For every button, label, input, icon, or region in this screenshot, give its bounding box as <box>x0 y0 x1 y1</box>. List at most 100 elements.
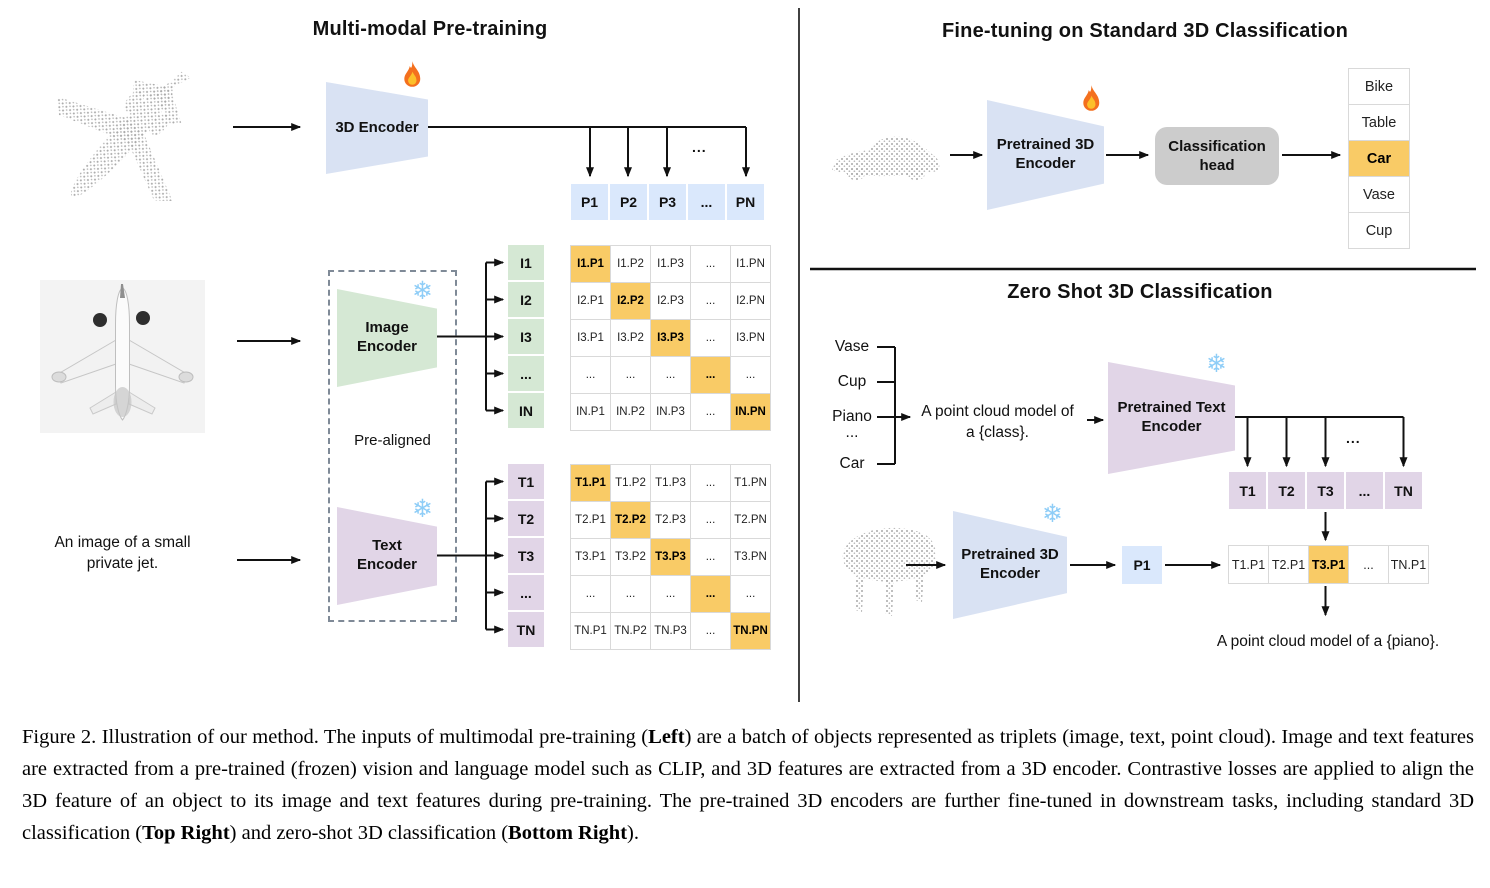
matrix-cell: T1.P1 <box>571 465 610 501</box>
matrix-cell: IN.PN <box>731 394 770 430</box>
figure-caption: Figure 2. Illustration of our method. Th… <box>22 726 1474 844</box>
left-panel-title: Multi-modal Pre-training <box>312 18 548 40</box>
p-branch-dots: ... <box>692 139 707 155</box>
image-feature-cell: I1 <box>508 245 544 280</box>
matrix-cell: TN.P2 <box>611 613 650 649</box>
zero-shot-title: Zero Shot 3D Classification <box>1007 281 1273 303</box>
snowflake-icon: ❄ <box>1206 350 1227 378</box>
matrix-cell: ... <box>571 576 610 612</box>
matrix-cell: ... <box>611 576 650 612</box>
jet-photo <box>40 280 205 433</box>
car-point-cloud <box>826 118 946 195</box>
result-cell: T3.P1 <box>1309 546 1348 583</box>
image-feature-cell: I3 <box>508 319 544 354</box>
matrix-cell: T3.P1 <box>571 539 610 575</box>
t-cell: ... <box>1346 472 1383 509</box>
matrix-cell: ... <box>571 357 610 393</box>
image-feature-cell: I2 <box>508 282 544 317</box>
text-feature-cell: T1 <box>508 464 544 499</box>
p-cell: P3 <box>649 184 686 220</box>
matrix-cell: TN.P3 <box>651 613 690 649</box>
class-cell: Cup <box>1349 213 1409 248</box>
text-point-similarity-matrix: T1.P1 T1.P2 T1.P3... T1.PN T2.P1 T2.P2 T2.P3..… <box>570 464 771 650</box>
pre-aligned-box <box>328 270 457 622</box>
t-cell: T1 <box>1229 472 1266 509</box>
matrix-cell: T3.P2 <box>611 539 650 575</box>
result-cell: T2.P1 <box>1269 546 1308 583</box>
image-feature-cell: ... <box>508 356 544 391</box>
text-feature-cell: T2 <box>508 501 544 536</box>
p-feature-row: P1 P2 P3... PN <box>571 184 764 220</box>
zs-class-car: Car <box>839 455 865 472</box>
matrix-cell: I1.PN <box>731 246 770 282</box>
matrix-cell: ... <box>691 394 730 430</box>
matrix-cell: ... <box>691 246 730 282</box>
p-cell: PN <box>727 184 764 220</box>
result-cell: TN.P1 <box>1389 546 1428 583</box>
snowflake-icon: ❄ <box>1042 500 1063 528</box>
matrix-cell: I3.P3 <box>651 320 690 356</box>
matrix-cell: T1.PN <box>731 465 770 501</box>
t-branch-dots: ... <box>1346 430 1361 446</box>
image-feature-cell: IN <box>508 393 544 428</box>
image-point-similarity-matrix: I1.P1 I1.P2 I1.P3... I1.PN I2.P1 I2.P2 I2.P3..… <box>570 245 771 431</box>
image-text-prompt: An image of a small private jet. <box>54 534 191 572</box>
text-feature-cell: T3 <box>508 538 544 573</box>
matrix-cell: I3.P1 <box>571 320 610 356</box>
pretrained-text-encoder: Pretrained Text Encoder <box>1108 362 1235 474</box>
fire-icon <box>1078 84 1105 120</box>
image-feature-column: I1 I2 I3... IN <box>508 245 544 428</box>
matrix-cell: T1.P3 <box>651 465 690 501</box>
matrix-cell: T2.PN <box>731 502 770 538</box>
result-cell: ... <box>1349 546 1388 583</box>
matrix-cell: ... <box>691 539 730 575</box>
matrix-cell: ... <box>691 576 730 612</box>
piano-point-cloud <box>836 520 946 625</box>
matrix-cell: I2.P1 <box>571 283 610 319</box>
matrix-cell: T2.P1 <box>571 502 610 538</box>
matrix-cell: T2.P2 <box>611 502 650 538</box>
zs-class-dots: ... <box>845 424 859 441</box>
class-cell: Car <box>1349 141 1409 176</box>
zs-class-vase: Vase <box>834 338 870 355</box>
matrix-cell: T3.PN <box>731 539 770 575</box>
p1-feature-cell: P1 <box>1122 546 1162 584</box>
matrix-cell: IN.P1 <box>571 394 610 430</box>
zs-result-caption: A point cloud model of a {piano}. <box>1216 633 1440 650</box>
image-encoder: Image Encoder <box>337 289 437 387</box>
matrix-cell: IN.P3 <box>651 394 690 430</box>
t-cell: T3 <box>1307 472 1344 509</box>
class-cell: Table <box>1349 105 1409 140</box>
classification-head: Classification head <box>1155 127 1279 185</box>
snowflake-icon: ❄ <box>412 277 433 305</box>
t-cell: TN <box>1385 472 1422 509</box>
p-cell: P1 <box>571 184 608 220</box>
text-feature-cell: TN <box>508 612 544 647</box>
matrix-cell: ... <box>691 357 730 393</box>
matrix-cell: I3.PN <box>731 320 770 356</box>
zs-prompt: A point cloud model of a {class}. <box>921 403 1074 441</box>
matrix-cell: I1.P3 <box>651 246 690 282</box>
fire-icon <box>399 60 426 96</box>
matrix-cell: TN.PN <box>731 613 770 649</box>
matrix-cell: I2.PN <box>731 283 770 319</box>
matrix-cell: ... <box>691 502 730 538</box>
airplane-point-cloud <box>26 42 234 235</box>
matrix-cell: ... <box>651 576 690 612</box>
matrix-cell: T3.P3 <box>651 539 690 575</box>
snowflake-icon: ❄ <box>412 495 433 523</box>
p-cell: P2 <box>610 184 647 220</box>
matrix-cell: I1.P2 <box>611 246 650 282</box>
t-cell: T2 <box>1268 472 1305 509</box>
matrix-cell: ... <box>691 613 730 649</box>
matrix-cell: ... <box>651 357 690 393</box>
matrix-cell: ... <box>731 576 770 612</box>
matrix-cell: T1.P2 <box>611 465 650 501</box>
matrix-cell: IN.P2 <box>611 394 650 430</box>
matrix-cell: T2.P3 <box>651 502 690 538</box>
matrix-cell: ... <box>611 357 650 393</box>
zs-class-cup: Cup <box>837 373 867 390</box>
classification-class-list: Bike Table Car Vase Cup <box>1348 68 1410 249</box>
encoder-3d: 3D Encoder <box>326 82 428 174</box>
